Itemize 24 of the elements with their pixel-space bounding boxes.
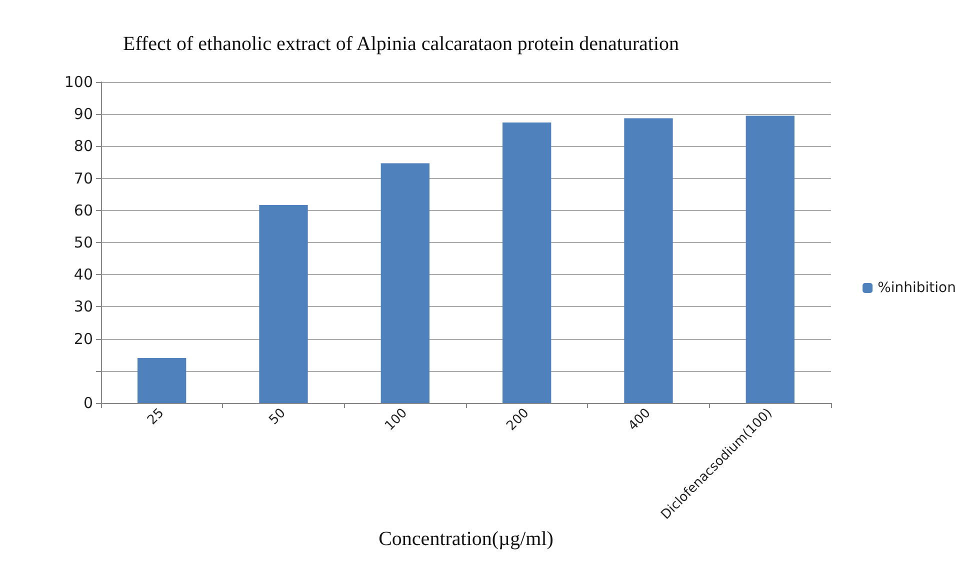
bar: [380, 163, 430, 403]
y-tick-label: 0: [83, 394, 93, 412]
bar: [624, 118, 673, 403]
x-axis-title: Concentration(µg/ml): [378, 528, 554, 550]
y-tick-label: 70: [74, 169, 93, 188]
y-tick-label: 50: [74, 234, 93, 252]
y-tick-label: 80: [74, 137, 93, 156]
chart-title: Effect of ethanolic extract of Alpinia calcarataon protein denaturation: [123, 33, 680, 55]
y-tick-label: 60: [74, 201, 93, 220]
bar: [746, 116, 794, 403]
y-tick-label: 100: [64, 73, 93, 91]
x-tick-label: 25: [144, 406, 168, 428]
y-tick-label: 40: [74, 266, 93, 284]
y-tick-label: 20: [74, 330, 93, 348]
x-tick-label: 400: [626, 406, 654, 434]
x-tick-label: 200: [504, 406, 532, 434]
y-tick-label: 90: [74, 105, 93, 124]
legend-label: %inhibition: [878, 280, 956, 296]
bar: [502, 122, 552, 403]
bar: [259, 204, 308, 403]
x-tick-label: 100: [382, 406, 410, 434]
x-tick-label: 50: [266, 406, 289, 428]
bar: [138, 358, 186, 403]
y-tick-label: 30: [74, 298, 93, 316]
